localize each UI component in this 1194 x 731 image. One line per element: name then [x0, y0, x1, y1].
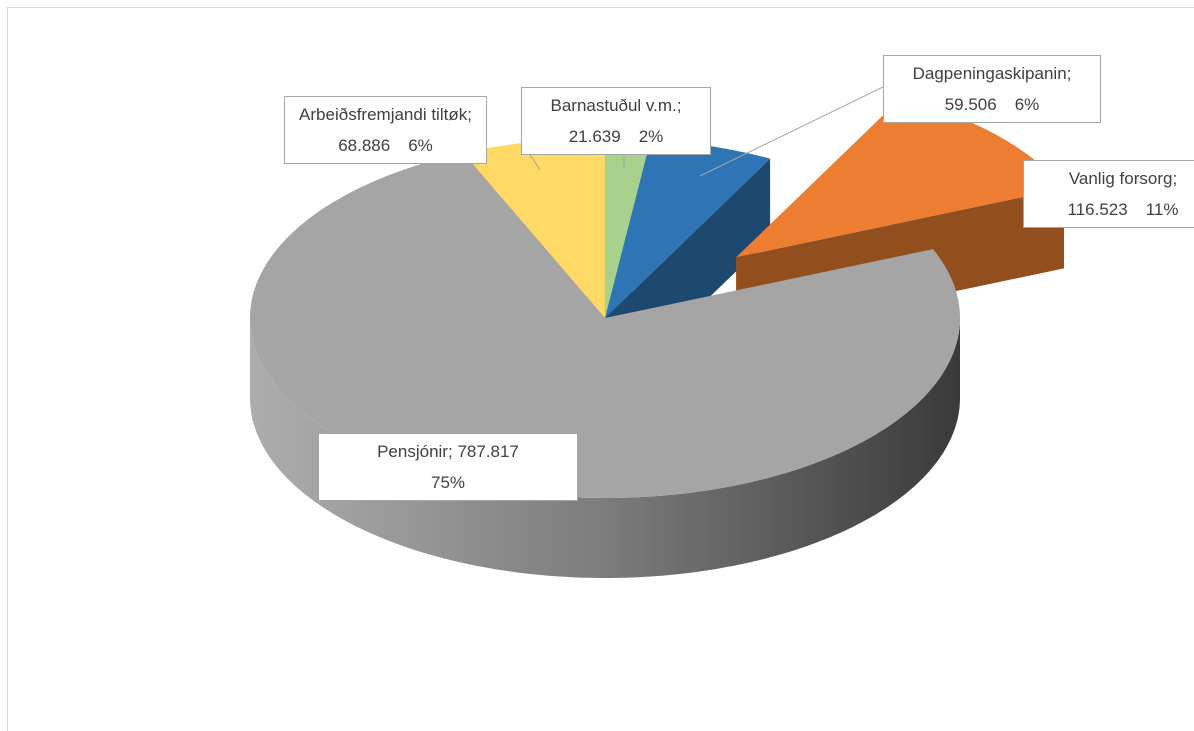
slice: [736, 97, 1064, 258]
slice-wall: [250, 318, 960, 578]
label-category: Dagpeningaskipanin;: [912, 64, 1072, 83]
label-value: 59.506: [944, 95, 997, 114]
data-label: Dagpeningaskipanin; 59.506 6%: [883, 55, 1101, 123]
slice: [605, 138, 651, 318]
label-category: Pensjónir;: [377, 442, 453, 461]
label-value: 116.523: [1067, 200, 1128, 219]
label-percent: 75%: [430, 473, 466, 492]
label-percent: 6%: [1014, 95, 1040, 114]
label-percent: 11%: [1145, 200, 1179, 219]
label-percent: 2%: [638, 127, 664, 146]
label-category: Vanlig forsorg;: [1068, 169, 1178, 188]
data-label: Barnastuðul v.m.; 21.639 2%: [521, 87, 711, 155]
data-label: Arbeiðsfremjandi tiltøk; 68.886 6%: [284, 96, 487, 164]
data-label: Pensjónir; 787.817 75%: [318, 433, 578, 501]
chart-border: [7, 7, 1194, 731]
label-value: 787.817: [457, 442, 519, 461]
leader-line: [699, 86, 884, 177]
slice: [250, 153, 960, 498]
slice: [605, 139, 771, 318]
label-percent: 6%: [408, 136, 433, 155]
data-label: Vanlig forsorg; 116.523 11%: [1023, 160, 1194, 228]
label-value: 21.639: [568, 127, 621, 146]
label-category: Arbeiðsfremjandi tiltøk;: [299, 105, 472, 124]
label-category: Barnastuðul v.m.;: [550, 96, 682, 115]
slice: [463, 138, 605, 318]
label-value: 68.886: [338, 136, 391, 155]
